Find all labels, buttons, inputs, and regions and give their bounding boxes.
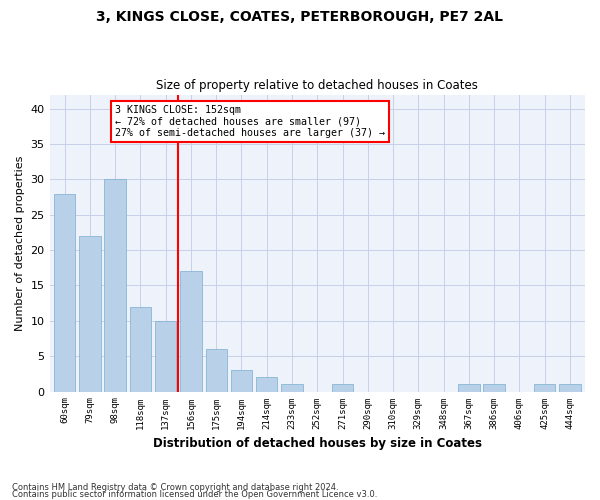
Bar	[231, 370, 252, 392]
Text: Contains HM Land Registry data © Crown copyright and database right 2024.: Contains HM Land Registry data © Crown c…	[12, 484, 338, 492]
Bar	[104, 180, 126, 392]
Title: Size of property relative to detached houses in Coates: Size of property relative to detached ho…	[157, 79, 478, 92]
X-axis label: Distribution of detached houses by size in Coates: Distribution of detached houses by size …	[153, 437, 482, 450]
Bar	[206, 349, 227, 392]
Bar	[155, 321, 176, 392]
Bar	[180, 272, 202, 392]
Bar	[54, 194, 76, 392]
Bar	[332, 384, 353, 392]
Bar	[458, 384, 479, 392]
Text: 3 KINGS CLOSE: 152sqm
← 72% of detached houses are smaller (97)
27% of semi-deta: 3 KINGS CLOSE: 152sqm ← 72% of detached …	[115, 105, 385, 138]
Text: Contains public sector information licensed under the Open Government Licence v3: Contains public sector information licen…	[12, 490, 377, 499]
Bar	[79, 236, 101, 392]
Bar	[281, 384, 303, 392]
Bar	[256, 378, 277, 392]
Bar	[130, 306, 151, 392]
Bar	[559, 384, 581, 392]
Bar	[534, 384, 556, 392]
Text: 3, KINGS CLOSE, COATES, PETERBOROUGH, PE7 2AL: 3, KINGS CLOSE, COATES, PETERBOROUGH, PE…	[97, 10, 503, 24]
Bar	[484, 384, 505, 392]
Y-axis label: Number of detached properties: Number of detached properties	[15, 156, 25, 330]
